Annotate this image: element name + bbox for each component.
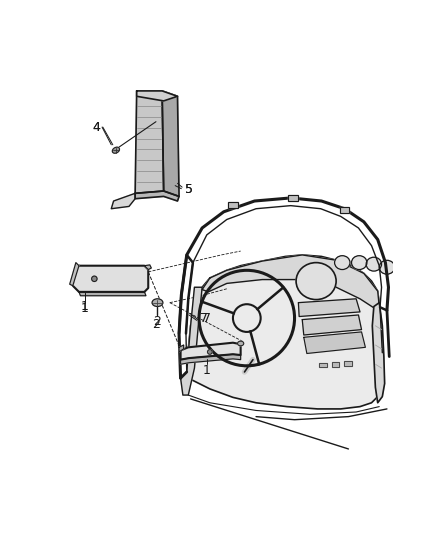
Bar xyxy=(228,202,237,208)
Polygon shape xyxy=(372,303,385,403)
Polygon shape xyxy=(73,265,148,292)
Polygon shape xyxy=(180,287,202,395)
Ellipse shape xyxy=(152,299,163,306)
Text: 1: 1 xyxy=(203,364,211,377)
Bar xyxy=(340,207,349,213)
Polygon shape xyxy=(298,299,360,317)
Text: 5: 5 xyxy=(185,183,193,196)
Text: 7: 7 xyxy=(203,312,211,325)
Polygon shape xyxy=(180,354,240,364)
Text: 7: 7 xyxy=(200,312,208,325)
Ellipse shape xyxy=(112,147,120,153)
Text: 4: 4 xyxy=(92,120,100,134)
Polygon shape xyxy=(179,345,184,352)
Polygon shape xyxy=(302,315,361,335)
Polygon shape xyxy=(135,191,179,201)
Text: 1: 1 xyxy=(81,302,89,316)
Bar xyxy=(228,202,237,208)
Polygon shape xyxy=(79,292,146,296)
Bar xyxy=(344,361,352,366)
Bar xyxy=(332,362,339,367)
Polygon shape xyxy=(70,263,79,286)
Bar xyxy=(340,207,349,213)
Circle shape xyxy=(208,350,212,354)
Bar xyxy=(288,195,298,201)
Text: 2: 2 xyxy=(154,316,162,328)
Bar xyxy=(288,195,298,201)
Ellipse shape xyxy=(237,341,244,346)
Text: 4: 4 xyxy=(92,120,100,134)
Polygon shape xyxy=(145,265,151,270)
Polygon shape xyxy=(187,255,383,409)
Ellipse shape xyxy=(296,263,336,300)
Polygon shape xyxy=(111,193,135,209)
Polygon shape xyxy=(202,255,379,309)
Polygon shape xyxy=(304,332,365,353)
Ellipse shape xyxy=(379,260,395,274)
Circle shape xyxy=(92,276,97,281)
Text: 2: 2 xyxy=(152,318,160,330)
Polygon shape xyxy=(137,91,177,101)
Text: 5: 5 xyxy=(185,183,193,196)
Polygon shape xyxy=(162,91,179,196)
Polygon shape xyxy=(135,91,164,193)
Bar xyxy=(344,361,352,366)
Bar xyxy=(332,362,339,367)
Bar xyxy=(319,363,327,367)
Ellipse shape xyxy=(352,256,367,270)
Ellipse shape xyxy=(366,257,381,271)
Text: 1: 1 xyxy=(81,300,89,313)
Polygon shape xyxy=(180,343,240,360)
Bar xyxy=(319,363,327,367)
Ellipse shape xyxy=(335,256,350,270)
